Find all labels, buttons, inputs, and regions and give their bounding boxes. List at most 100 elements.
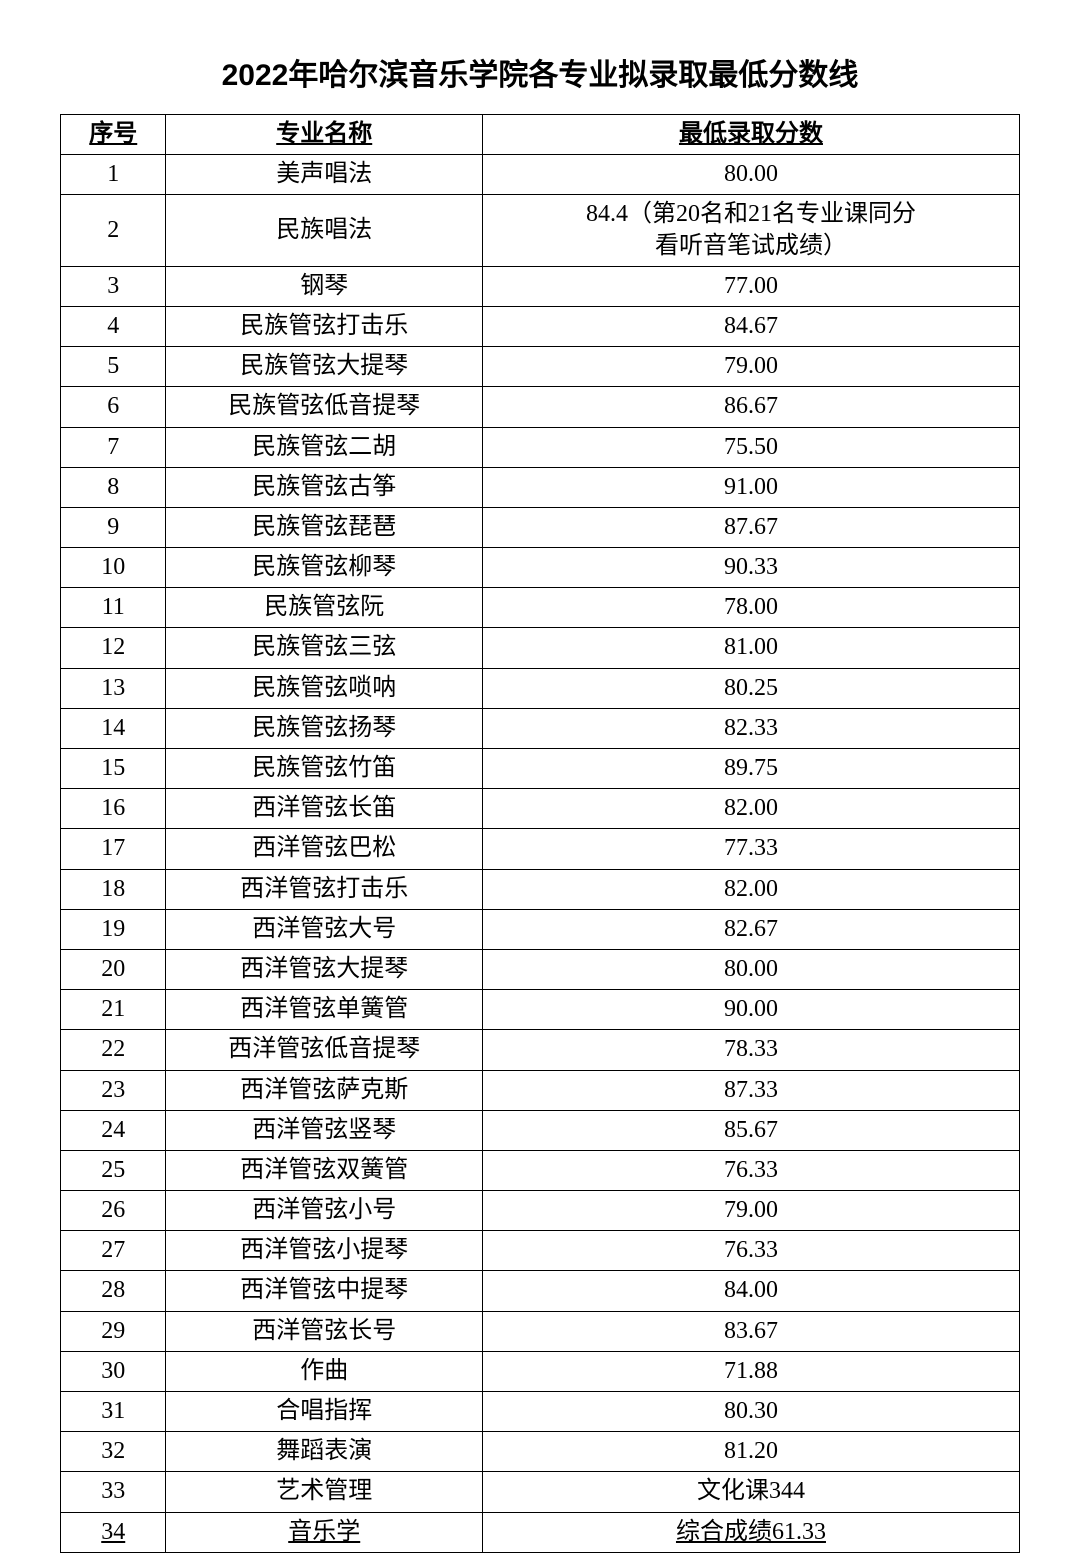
cell-score: 84.67 bbox=[482, 306, 1019, 346]
cell-major: 美声唱法 bbox=[166, 155, 482, 195]
cell-score: 79.00 bbox=[482, 347, 1019, 387]
cell-seq: 6 bbox=[61, 387, 166, 427]
cell-major: 民族管弦扬琴 bbox=[166, 708, 482, 748]
cell-major: 西洋管弦打击乐 bbox=[166, 869, 482, 909]
cell-major: 民族管弦打击乐 bbox=[166, 306, 482, 346]
cell-major: 西洋管弦中提琴 bbox=[166, 1271, 482, 1311]
cell-seq: 5 bbox=[61, 347, 166, 387]
cell-score: 76.33 bbox=[482, 1231, 1019, 1271]
header-seq: 序号 bbox=[61, 115, 166, 155]
cell-seq: 27 bbox=[61, 1231, 166, 1271]
cell-seq: 24 bbox=[61, 1110, 166, 1150]
table-row: 32舞蹈表演81.20 bbox=[61, 1432, 1020, 1472]
table-row: 5民族管弦大提琴79.00 bbox=[61, 347, 1020, 387]
table-row: 33艺术管理文化课344 bbox=[61, 1472, 1020, 1512]
table-row: 22西洋管弦低音提琴78.33 bbox=[61, 1030, 1020, 1070]
cell-score: 78.33 bbox=[482, 1030, 1019, 1070]
table-row: 29西洋管弦长号83.67 bbox=[61, 1311, 1020, 1351]
table-row: 17西洋管弦巴松77.33 bbox=[61, 829, 1020, 869]
table-row: 18西洋管弦打击乐82.00 bbox=[61, 869, 1020, 909]
cell-major: 西洋管弦小号 bbox=[166, 1191, 482, 1231]
cell-major: 作曲 bbox=[166, 1351, 482, 1391]
cell-score: 综合成绩61.33 bbox=[482, 1512, 1019, 1552]
table-row: 4民族管弦打击乐84.67 bbox=[61, 306, 1020, 346]
cell-score: 89.75 bbox=[482, 749, 1019, 789]
cell-major: 钢琴 bbox=[166, 266, 482, 306]
cell-major: 民族管弦竹笛 bbox=[166, 749, 482, 789]
cell-seq: 20 bbox=[61, 949, 166, 989]
cell-score: 86.67 bbox=[482, 387, 1019, 427]
table-row: 12民族管弦三弦81.00 bbox=[61, 628, 1020, 668]
cell-major: 西洋管弦长笛 bbox=[166, 789, 482, 829]
table-row: 24西洋管弦竖琴85.67 bbox=[61, 1110, 1020, 1150]
cell-seq: 21 bbox=[61, 990, 166, 1030]
cell-major: 民族唱法 bbox=[166, 195, 482, 266]
cell-score: 90.00 bbox=[482, 990, 1019, 1030]
cell-score: 91.00 bbox=[482, 467, 1019, 507]
cell-seq: 23 bbox=[61, 1070, 166, 1110]
cell-major: 民族管弦阮 bbox=[166, 588, 482, 628]
cell-score: 78.00 bbox=[482, 588, 1019, 628]
cell-major: 音乐学 bbox=[166, 1512, 482, 1552]
cell-seq: 17 bbox=[61, 829, 166, 869]
cell-seq: 15 bbox=[61, 749, 166, 789]
cell-major: 民族管弦低音提琴 bbox=[166, 387, 482, 427]
cell-seq: 26 bbox=[61, 1191, 166, 1231]
table-row: 31合唱指挥80.30 bbox=[61, 1392, 1020, 1432]
cell-score: 87.33 bbox=[482, 1070, 1019, 1110]
cell-major: 民族管弦琵琶 bbox=[166, 507, 482, 547]
table-row: 27西洋管弦小提琴76.33 bbox=[61, 1231, 1020, 1271]
table-row: 28西洋管弦中提琴84.00 bbox=[61, 1271, 1020, 1311]
cell-seq: 4 bbox=[61, 306, 166, 346]
cell-seq: 14 bbox=[61, 708, 166, 748]
table-row: 30作曲71.88 bbox=[61, 1351, 1020, 1391]
cell-seq: 12 bbox=[61, 628, 166, 668]
cell-score: 文化课344 bbox=[482, 1472, 1019, 1512]
cell-score: 80.30 bbox=[482, 1392, 1019, 1432]
cell-major: 民族管弦大提琴 bbox=[166, 347, 482, 387]
cell-score: 80.25 bbox=[482, 668, 1019, 708]
cell-seq: 8 bbox=[61, 467, 166, 507]
cell-score: 83.67 bbox=[482, 1311, 1019, 1351]
cell-score: 79.00 bbox=[482, 1191, 1019, 1231]
cell-seq: 32 bbox=[61, 1432, 166, 1472]
table-row: 25西洋管弦双簧管76.33 bbox=[61, 1150, 1020, 1190]
cell-score: 84.00 bbox=[482, 1271, 1019, 1311]
cell-seq: 9 bbox=[61, 507, 166, 547]
table-header-row: 序号 专业名称 最低录取分数 bbox=[61, 115, 1020, 155]
cell-seq: 19 bbox=[61, 909, 166, 949]
header-major: 专业名称 bbox=[166, 115, 482, 155]
cell-score: 75.50 bbox=[482, 427, 1019, 467]
cell-score: 82.00 bbox=[482, 869, 1019, 909]
cell-score: 82.67 bbox=[482, 909, 1019, 949]
cell-seq: 16 bbox=[61, 789, 166, 829]
cell-score: 77.33 bbox=[482, 829, 1019, 869]
cell-seq: 25 bbox=[61, 1150, 166, 1190]
cell-score: 82.00 bbox=[482, 789, 1019, 829]
cell-score: 82.33 bbox=[482, 708, 1019, 748]
cell-seq: 33 bbox=[61, 1472, 166, 1512]
cell-major: 艺术管理 bbox=[166, 1472, 482, 1512]
cell-seq: 1 bbox=[61, 155, 166, 195]
cell-seq: 11 bbox=[61, 588, 166, 628]
cell-score: 87.67 bbox=[482, 507, 1019, 547]
cell-score: 77.00 bbox=[482, 266, 1019, 306]
cell-seq: 30 bbox=[61, 1351, 166, 1391]
cell-major: 西洋管弦单簧管 bbox=[166, 990, 482, 1030]
cell-score: 84.4（第20名和21名专业课同分看听音笔试成绩） bbox=[482, 195, 1019, 266]
cell-score: 71.88 bbox=[482, 1351, 1019, 1391]
table-row: 34音乐学综合成绩61.33 bbox=[61, 1512, 1020, 1552]
cell-major: 西洋管弦小提琴 bbox=[166, 1231, 482, 1271]
cell-seq: 29 bbox=[61, 1311, 166, 1351]
table-row: 21西洋管弦单簧管90.00 bbox=[61, 990, 1020, 1030]
table-row: 14民族管弦扬琴82.33 bbox=[61, 708, 1020, 748]
cell-major: 西洋管弦低音提琴 bbox=[166, 1030, 482, 1070]
table-row: 15民族管弦竹笛89.75 bbox=[61, 749, 1020, 789]
cell-seq: 10 bbox=[61, 548, 166, 588]
cell-seq: 18 bbox=[61, 869, 166, 909]
cell-score: 85.67 bbox=[482, 1110, 1019, 1150]
table-row: 6民族管弦低音提琴86.67 bbox=[61, 387, 1020, 427]
admission-score-table: 序号 专业名称 最低录取分数 1美声唱法80.002民族唱法84.4（第20名和… bbox=[60, 114, 1020, 1553]
cell-major: 西洋管弦大提琴 bbox=[166, 949, 482, 989]
cell-major: 西洋管弦萨克斯 bbox=[166, 1070, 482, 1110]
